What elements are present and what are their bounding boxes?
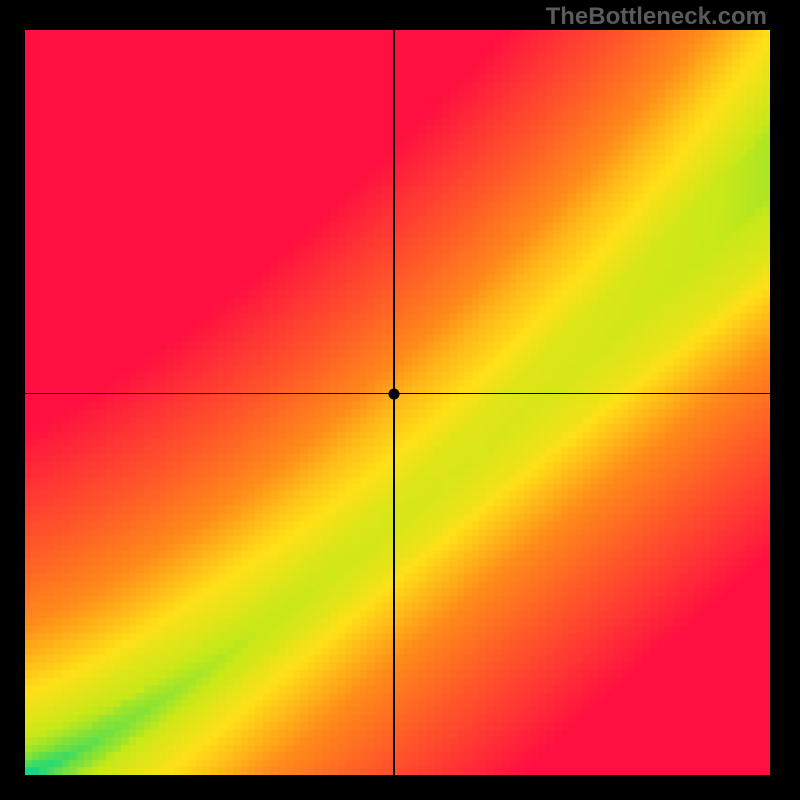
bottleneck-heatmap xyxy=(25,30,770,775)
watermark: TheBottleneck.com xyxy=(546,3,767,31)
crosshair-vertical xyxy=(393,30,395,775)
crosshair-marker xyxy=(388,388,399,399)
